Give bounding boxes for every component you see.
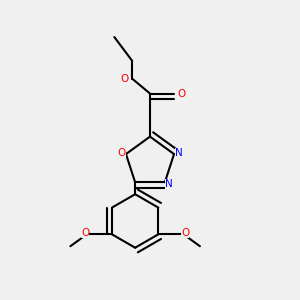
Text: O: O (181, 228, 189, 238)
Text: O: O (81, 228, 89, 238)
Text: O: O (121, 74, 129, 84)
Text: O: O (117, 148, 126, 158)
Text: N: N (165, 179, 173, 189)
Text: N: N (175, 148, 182, 158)
Text: O: O (177, 88, 185, 98)
